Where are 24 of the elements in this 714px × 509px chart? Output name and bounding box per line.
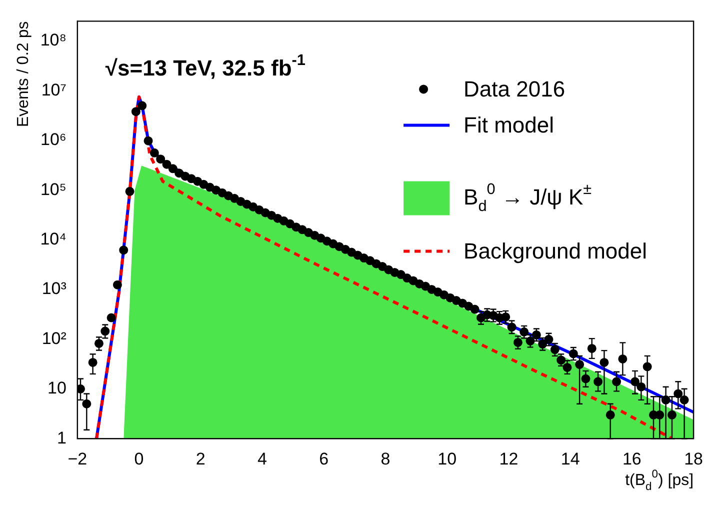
x-tick-label: −2: [68, 449, 88, 468]
y-tick-label: 1: [56, 428, 66, 448]
x-tick-label: 0: [134, 449, 144, 468]
y-tick-label: 10³: [42, 279, 67, 298]
y-tick-label: 10⁷: [41, 80, 66, 100]
y-tick-label: 10⁶: [40, 130, 66, 150]
x-tick-label: 16: [622, 449, 642, 468]
x-tick-label: 14: [560, 449, 580, 468]
legend-label: Background model: [464, 238, 647, 264]
y-tick-label: 10⁵: [40, 180, 66, 199]
y-tick-label: 10: [47, 378, 66, 398]
y-tick-label: 10²: [42, 328, 67, 348]
y-tick-label: 10⁸: [40, 30, 66, 50]
x-tick-label: 8: [380, 449, 390, 468]
x-tick-label: 4: [258, 449, 267, 468]
x-tick-label: 2: [196, 449, 206, 468]
y-axis-title: Events / 0.2 ps: [15, 21, 32, 128]
legend-label: Fit model: [464, 112, 554, 138]
x-tick-label: 18: [684, 449, 704, 468]
legend-label: Data 2016: [464, 76, 566, 102]
x-tick-label: 6: [319, 449, 329, 468]
x-tick-label: 10: [438, 449, 457, 468]
x-tick-label: 12: [499, 449, 518, 468]
y-tick-label: 10⁴: [40, 229, 66, 248]
